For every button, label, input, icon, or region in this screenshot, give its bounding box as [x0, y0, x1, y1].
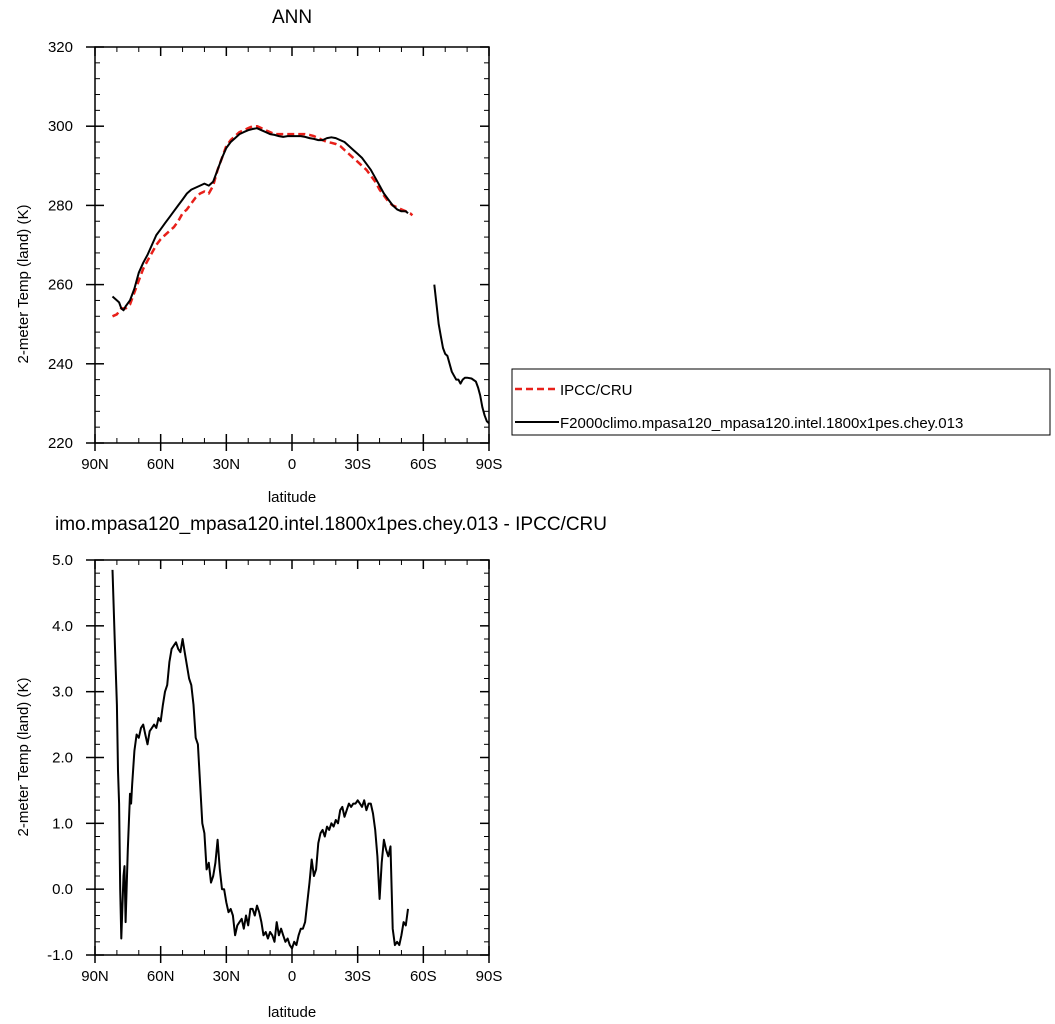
- top-axes: 90N 60N 30N 0 30S 60S 90S 220 240 260 280 300 320: [48, 39, 502, 473]
- top-panel: ANN latitude 2-meter Temp (land) (K) 90N…: [15, 7, 502, 506]
- top-title: ANN: [272, 7, 312, 28]
- series-line-difference: [111, 569, 409, 950]
- bottom-xlabel: latitude: [268, 1004, 316, 1021]
- legend: IPCC/CRU F2000climo.mpasa120_mpasa120.in…: [511, 368, 1051, 436]
- bottom-axes: 90N 60N 30N 0 30S 60S 90S -1.0 0.0 1.0 2.0 3.0 4.0 5.…: [47, 552, 502, 985]
- y-tick-label: 220: [48, 435, 73, 452]
- x-tick-label: 90S: [476, 456, 503, 473]
- y-tick-label: 2.0: [52, 750, 73, 767]
- series-line-ipcc-cru: [111, 124, 414, 318]
- bottom-plot-area: [111, 569, 409, 950]
- bottom-panel: imo.mpasa120_mpasa120.intel.1800x1pes.ch…: [15, 514, 607, 1021]
- x-tick-label: 90S: [476, 968, 503, 985]
- legend-label-ipcc: IPCC/CRU: [560, 382, 633, 399]
- series-line-f2000climo-mpasa120-mpasa120-intel-1800x1pes-chey-013: [433, 284, 490, 424]
- y-tick-label: 260: [48, 277, 73, 294]
- top-plot-frame: [94, 46, 490, 444]
- x-tick-label: 90N: [81, 968, 109, 985]
- y-tick-label: 320: [48, 39, 73, 56]
- y-tick-label: 300: [48, 118, 73, 135]
- x-tick-label: 30N: [213, 456, 241, 473]
- bottom-ylabel: 2-meter Temp (land) (K): [15, 678, 32, 837]
- x-tick-label: 30S: [344, 968, 371, 985]
- x-tick-label: 60N: [147, 968, 175, 985]
- y-tick-label: 5.0: [52, 552, 73, 569]
- top-plot-area: [111, 124, 490, 424]
- y-tick-label: 1.0: [52, 815, 73, 832]
- legend-box: [511, 368, 1051, 436]
- x-tick-label: 90N: [81, 456, 109, 473]
- top-xlabel: latitude: [268, 489, 316, 506]
- bottom-plot-frame: [94, 559, 490, 956]
- y-tick-label: 3.0: [52, 684, 73, 701]
- legend-label-model: F2000climo.mpasa120_mpasa120.intel.1800x…: [560, 415, 963, 432]
- y-tick-label: 280: [48, 197, 73, 214]
- bottom-title: imo.mpasa120_mpasa120.intel.1800x1pes.ch…: [55, 514, 607, 535]
- y-tick-label: 240: [48, 356, 73, 373]
- x-tick-label: 30N: [213, 968, 241, 985]
- series-line-f2000climo-mpasa120-mpasa120-intel-1800x1pes-chey-013: [111, 127, 409, 312]
- x-tick-label: 0: [288, 968, 296, 985]
- x-tick-label: 60S: [410, 456, 437, 473]
- x-tick-label: 0: [288, 456, 296, 473]
- y-tick-label: 0.0: [52, 881, 73, 898]
- y-tick-label: -1.0: [47, 947, 73, 964]
- y-tick-label: 4.0: [52, 618, 73, 635]
- x-tick-label: 60S: [410, 968, 437, 985]
- top-ylabel: 2-meter Temp (land) (K): [15, 205, 32, 364]
- x-tick-label: 30S: [344, 456, 371, 473]
- x-tick-label: 60N: [147, 456, 175, 473]
